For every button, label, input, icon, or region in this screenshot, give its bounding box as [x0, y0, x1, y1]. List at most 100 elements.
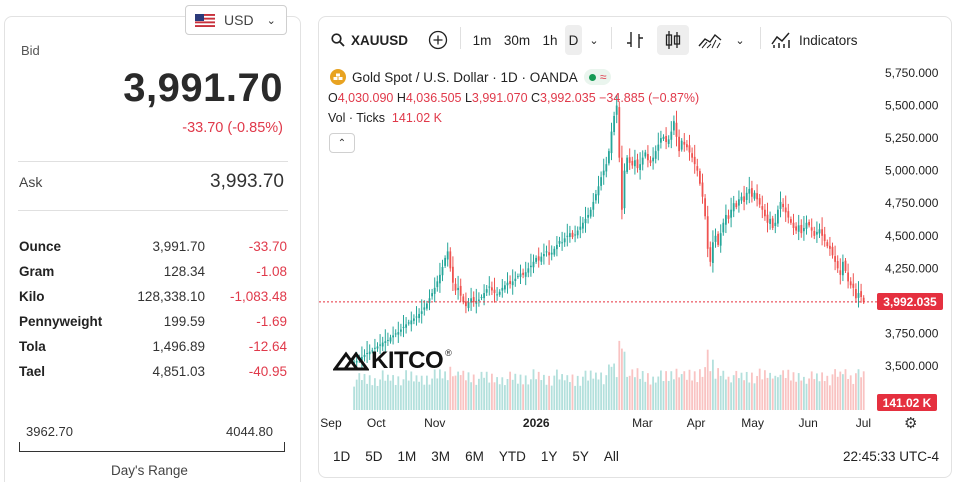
volume-bar — [800, 380, 803, 410]
volume-bar — [428, 384, 431, 410]
x-tick-label: Oct — [367, 416, 386, 430]
wave-icon: ≈ — [599, 70, 607, 84]
candle-body — [524, 272, 527, 277]
range-3m[interactable]: 3M — [431, 449, 451, 464]
volume-bar — [496, 377, 498, 410]
interval-1m[interactable]: 1m — [472, 32, 492, 48]
volume-bar — [712, 359, 714, 410]
volume-bar — [517, 383, 519, 410]
unit-name: Tola — [19, 339, 46, 354]
candle-body — [363, 354, 366, 357]
volume-bar — [381, 370, 384, 410]
volume-bar — [498, 384, 501, 410]
volume-bar — [363, 373, 366, 410]
range-1d[interactable]: 1D — [333, 449, 351, 464]
volume-bar — [631, 369, 634, 410]
volume-bar — [426, 375, 428, 410]
range-ytd[interactable]: YTD — [498, 449, 526, 464]
candle-body — [758, 198, 761, 205]
volume-bar — [493, 382, 496, 410]
candle-body — [696, 166, 699, 171]
volume-bar — [355, 379, 358, 410]
volume-bar — [680, 374, 683, 410]
candle-body — [670, 131, 673, 140]
y-axis: 3,500.0003,750.0004,000.0004,250.0004,50… — [885, 66, 939, 373]
candle-body — [605, 164, 608, 172]
settings-icon[interactable]: ⚙ — [904, 415, 918, 432]
area-style-button[interactable] — [697, 25, 723, 55]
ask-price: 3,993.70 — [210, 171, 284, 192]
currency-code: USD — [224, 12, 254, 28]
volume-bar — [673, 379, 675, 410]
candle-body — [691, 153, 693, 158]
unit-price: 1,496.89 — [152, 339, 205, 354]
volume-bar — [675, 368, 678, 410]
high-value: 4,036.505 — [405, 91, 462, 105]
range-5d[interactable]: 5D — [365, 449, 383, 464]
indicators-button[interactable]: Indicators — [771, 25, 858, 55]
search-icon — [331, 33, 345, 47]
volume-bar — [407, 380, 410, 410]
candle-body — [613, 115, 615, 132]
candle-body — [704, 198, 706, 217]
currency-select[interactable]: USD ⌄ — [185, 5, 287, 35]
candle-body — [488, 286, 491, 288]
volume-bar — [584, 370, 587, 410]
volume-bar — [764, 370, 766, 410]
candle-body — [831, 246, 834, 256]
volume-bar — [589, 370, 592, 410]
range-6m[interactable]: 6M — [465, 449, 484, 464]
candle-body — [584, 218, 587, 224]
volume-bar — [852, 383, 855, 410]
range-all[interactable]: All — [603, 449, 619, 464]
candle-body — [860, 291, 862, 297]
volume-bar — [470, 382, 472, 410]
chevron-down-icon[interactable]: ⌄ — [589, 34, 599, 47]
range-1m[interactable]: 1M — [397, 449, 417, 464]
volume-bar — [644, 381, 647, 410]
volume-bar — [439, 369, 441, 410]
price-chart[interactable]: 3,500.0003,750.0004,000.0004,250.0004,50… — [319, 17, 952, 478]
candles-button[interactable] — [657, 25, 689, 55]
volume-bar — [452, 376, 454, 410]
unit-name: Tael — [19, 364, 46, 379]
table-row: Tola 1,496.89 -12.64 — [19, 334, 287, 359]
volume-bar — [441, 378, 444, 410]
chevron-down-icon[interactable]: ⌄ — [735, 34, 745, 47]
candle-body — [394, 333, 397, 335]
interval-d[interactable]: D — [565, 25, 582, 55]
candle-body — [647, 153, 649, 161]
bar-style-button[interactable] — [622, 25, 648, 55]
candles — [353, 95, 865, 370]
day-range-label: Day's Range — [111, 463, 188, 478]
candle-body — [797, 225, 800, 232]
candle-body — [803, 227, 805, 232]
market-open-icon — [588, 73, 596, 81]
candle-body — [540, 256, 543, 262]
range-5y[interactable]: 5Y — [572, 449, 589, 464]
interval-1h[interactable]: 1h — [542, 32, 558, 48]
volume-bar — [506, 379, 509, 410]
candle-body — [462, 296, 465, 303]
y-tick-label: 4,250.000 — [885, 261, 939, 275]
range-1y[interactable]: 1Y — [540, 449, 558, 464]
interval-30m[interactable]: 30m — [503, 32, 531, 48]
change-value: −34.885 (−0.87%) — [599, 91, 700, 105]
compare-button[interactable] — [427, 25, 449, 55]
symbol-search[interactable]: XAUUSD — [331, 25, 408, 55]
collapse-legend-button[interactable]: ⌃ — [329, 133, 355, 153]
volume-bar — [847, 379, 849, 410]
candle-body — [410, 320, 413, 325]
volume-bar — [501, 377, 504, 410]
volume-bar — [756, 375, 758, 410]
unit-price: 3,991.70 — [152, 239, 205, 254]
candle-body — [449, 251, 452, 269]
candle-body — [660, 138, 662, 143]
candle-body — [498, 291, 501, 295]
volume-value: 141.02 K — [391, 111, 442, 125]
table-row: Pennyweight 199.59 -1.69 — [19, 309, 287, 334]
volume-bars — [353, 340, 865, 410]
volume-bar — [480, 371, 483, 410]
volume-bar — [628, 375, 631, 410]
table-row: Gram 128.34 -1.08 — [19, 259, 287, 284]
